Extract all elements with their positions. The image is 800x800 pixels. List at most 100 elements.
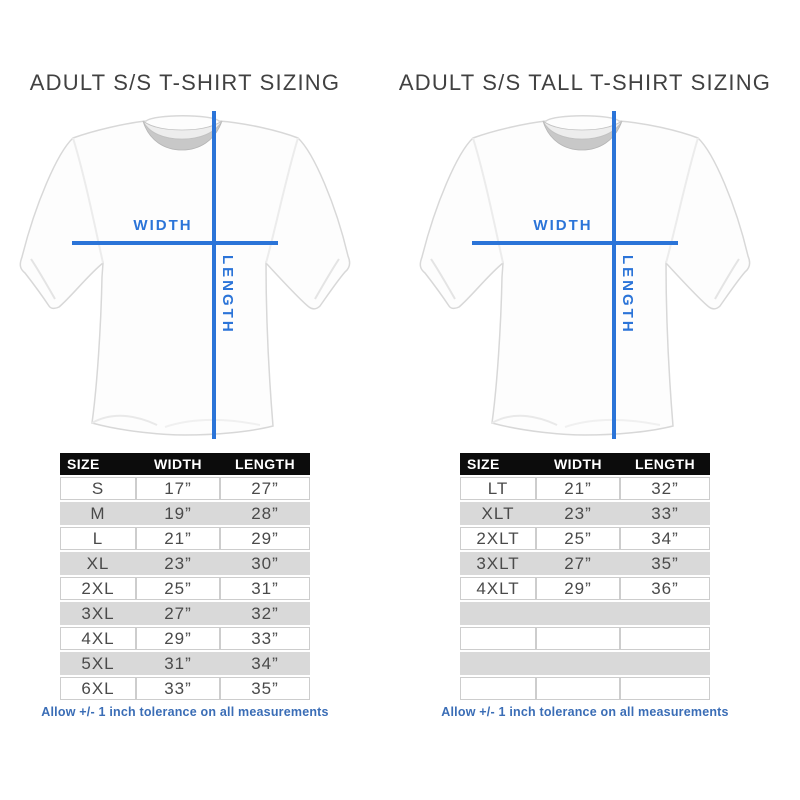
page-title: ADULT S/S TALL T-SHIRT SIZING xyxy=(398,70,772,95)
table-cell xyxy=(620,652,710,675)
table-cell: 27” xyxy=(164,603,192,623)
table-cell: 33” xyxy=(136,677,220,700)
table-row: L 21” 29” xyxy=(60,527,310,550)
table-cell xyxy=(620,677,710,700)
table-cell: 29” xyxy=(136,627,220,650)
table-cell: 6XL xyxy=(60,677,136,700)
table-cell: 4XLT xyxy=(460,577,536,600)
table-cell: 3XL xyxy=(81,603,115,623)
tshirt-diagram: WIDTH LENGTH xyxy=(415,107,755,445)
table-cell: 27” xyxy=(564,553,592,573)
table-row: 4XLT 29” 36” xyxy=(460,577,710,600)
table-row xyxy=(460,652,710,675)
table-cell: 30” xyxy=(251,553,279,573)
table-row: 3XLT 27” 35” xyxy=(460,552,710,575)
table-cell: 2XLT xyxy=(460,527,536,550)
table-cell xyxy=(536,677,620,700)
table-cell xyxy=(460,627,536,650)
table-row: 4XL 29” 33” xyxy=(60,627,310,650)
table-cell: 35” xyxy=(220,677,310,700)
panel-tall-sizing: ADULT S/S TALL T-SHIRT SIZING WIDTH LENG… xyxy=(370,0,800,800)
table-cell: LT xyxy=(460,477,536,500)
table-row: M 19” 28” xyxy=(60,502,310,525)
table-cell: 4XL xyxy=(60,627,136,650)
table-header-row: SIZE WIDTH LENGTH xyxy=(460,453,710,475)
table-cell xyxy=(536,627,620,650)
table-cell: 31” xyxy=(220,577,310,600)
table-cell: 21” xyxy=(136,527,220,550)
table-row: 2XLT 25” 34” xyxy=(460,527,710,550)
table-cell: M xyxy=(90,503,106,523)
table-cell: 3XLT xyxy=(476,553,520,573)
table-row: LT 21” 32” xyxy=(460,477,710,500)
tshirt-graphic xyxy=(419,115,751,436)
length-label: LENGTH xyxy=(219,255,236,335)
table-cell: 17” xyxy=(136,477,220,500)
table-row xyxy=(460,677,710,700)
table-cell: 27” xyxy=(220,477,310,500)
table-row: XL 23” 30” xyxy=(60,552,310,575)
table-row: 3XL 27” 32” xyxy=(60,602,310,625)
size-table-regular: SIZE WIDTH LENGTH S 17” 27” M 19” 28” L 21” 29” XL 23… xyxy=(60,453,310,700)
column-header: LENGTH xyxy=(235,456,295,472)
table-cell: 23” xyxy=(564,503,592,523)
table-cell: 21” xyxy=(536,477,620,500)
panel-regular-sizing: ADULT S/S T-SHIRT SIZING WIDTH LENGTH SI… xyxy=(0,0,370,800)
table-cell: L xyxy=(60,527,136,550)
column-header: SIZE xyxy=(67,456,100,472)
table-row: 2XL 25” 31” xyxy=(60,577,310,600)
table-cell: 5XL xyxy=(81,653,115,673)
table-cell: 32” xyxy=(620,477,710,500)
table-row xyxy=(460,627,710,650)
width-measure-line xyxy=(472,241,678,245)
table-cell xyxy=(460,602,536,625)
table-cell xyxy=(536,602,620,625)
column-header: LENGTH xyxy=(635,456,695,472)
table-row: S 17” 27” xyxy=(60,477,310,500)
length-measure-line xyxy=(212,111,216,439)
table-cell: 36” xyxy=(620,577,710,600)
table-cell: 25” xyxy=(536,527,620,550)
table-cell xyxy=(620,627,710,650)
table-cell: 29” xyxy=(220,527,310,550)
size-table-tall: SIZE WIDTH LENGTH LT 21” 32” XLT 23” 33” 2XLT 25” 3… xyxy=(460,453,710,700)
tolerance-note: Allow +/- 1 inch tolerance on all measur… xyxy=(41,705,329,719)
table-row: 5XL 31” 34” xyxy=(60,652,310,675)
table-cell: 34” xyxy=(620,527,710,550)
table-row xyxy=(460,602,710,625)
table-cell: 35” xyxy=(651,553,679,573)
width-label: WIDTH xyxy=(533,217,593,234)
tshirt-graphic xyxy=(19,115,351,436)
table-cell: 32” xyxy=(251,603,279,623)
table-cell: 2XL xyxy=(60,577,136,600)
table-header-row: SIZE WIDTH LENGTH xyxy=(60,453,310,475)
length-label: LENGTH xyxy=(619,255,636,335)
column-header: WIDTH xyxy=(154,456,202,472)
table-cell xyxy=(536,652,620,675)
page-title: ADULT S/S T-SHIRT SIZING xyxy=(29,70,341,95)
table-cell: S xyxy=(60,477,136,500)
table-cell: 25” xyxy=(136,577,220,600)
table-cell: 31” xyxy=(164,653,192,673)
tolerance-note: Allow +/- 1 inch tolerance on all measur… xyxy=(441,705,729,719)
column-header: WIDTH xyxy=(554,456,602,472)
table-cell: XL xyxy=(86,553,110,573)
table-cell xyxy=(460,652,536,675)
table-cell: 34” xyxy=(251,653,279,673)
column-header: SIZE xyxy=(467,456,500,472)
width-measure-line xyxy=(72,241,278,245)
table-cell: 19” xyxy=(164,503,192,523)
table-cell: 33” xyxy=(220,627,310,650)
table-cell xyxy=(620,602,710,625)
table-cell: 33” xyxy=(651,503,679,523)
table-cell: 28” xyxy=(251,503,279,523)
table-cell xyxy=(460,677,536,700)
table-row: XLT 23” 33” xyxy=(460,502,710,525)
table-row: 6XL 33” 35” xyxy=(60,677,310,700)
table-cell: 23” xyxy=(164,553,192,573)
width-label: WIDTH xyxy=(133,217,193,234)
tshirt-diagram: WIDTH LENGTH xyxy=(15,107,355,445)
table-cell: XLT xyxy=(481,503,515,523)
length-measure-line xyxy=(612,111,616,439)
table-cell: 29” xyxy=(536,577,620,600)
